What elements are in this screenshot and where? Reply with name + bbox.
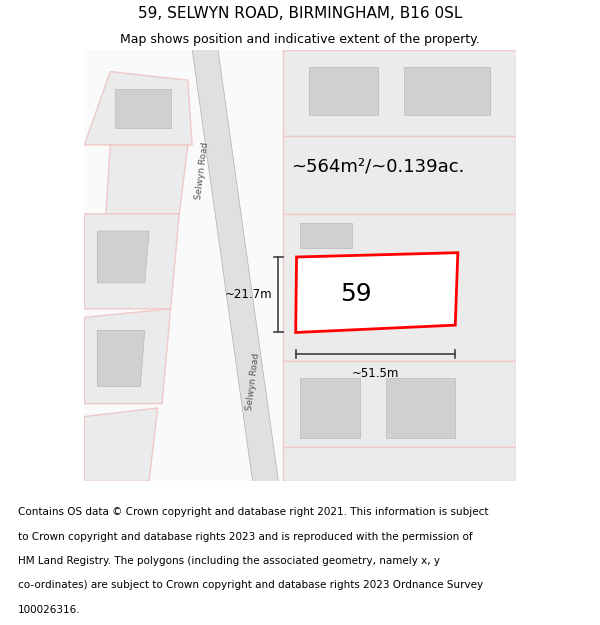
Text: Map shows position and indicative extent of the property.: Map shows position and indicative extent…	[120, 32, 480, 46]
Polygon shape	[308, 68, 377, 115]
Text: Selwyn Road: Selwyn Road	[245, 352, 262, 411]
Text: Contains OS data © Crown copyright and database right 2021. This information is : Contains OS data © Crown copyright and d…	[18, 507, 488, 517]
Polygon shape	[192, 50, 278, 481]
Polygon shape	[283, 447, 515, 481]
Polygon shape	[85, 71, 192, 145]
Polygon shape	[283, 136, 515, 214]
Polygon shape	[386, 378, 455, 438]
Polygon shape	[85, 309, 170, 404]
Polygon shape	[404, 68, 490, 115]
Polygon shape	[115, 89, 170, 127]
Polygon shape	[85, 408, 158, 481]
Text: HM Land Registry. The polygons (including the associated geometry, namely x, y: HM Land Registry. The polygons (includin…	[18, 556, 440, 566]
Text: ~21.7m: ~21.7m	[224, 288, 272, 301]
Polygon shape	[85, 214, 179, 309]
Polygon shape	[300, 378, 361, 438]
Text: 59: 59	[340, 282, 372, 306]
Polygon shape	[283, 50, 515, 136]
Text: to Crown copyright and database rights 2023 and is reproduced with the permissio: to Crown copyright and database rights 2…	[18, 531, 473, 541]
Text: ~564m²/~0.139ac.: ~564m²/~0.139ac.	[291, 158, 464, 176]
FancyBboxPatch shape	[85, 50, 515, 481]
Polygon shape	[300, 222, 352, 248]
Polygon shape	[283, 214, 515, 361]
Polygon shape	[97, 231, 149, 283]
Polygon shape	[106, 145, 188, 214]
Text: ~51.5m: ~51.5m	[352, 367, 399, 380]
Text: Selwyn Road: Selwyn Road	[194, 141, 209, 200]
Text: co-ordinates) are subject to Crown copyright and database rights 2023 Ordnance S: co-ordinates) are subject to Crown copyr…	[18, 581, 483, 591]
Polygon shape	[97, 330, 145, 386]
Text: 100026316.: 100026316.	[18, 605, 80, 615]
Polygon shape	[283, 361, 515, 447]
Text: 59, SELWYN ROAD, BIRMINGHAM, B16 0SL: 59, SELWYN ROAD, BIRMINGHAM, B16 0SL	[138, 6, 462, 21]
Polygon shape	[296, 253, 458, 332]
